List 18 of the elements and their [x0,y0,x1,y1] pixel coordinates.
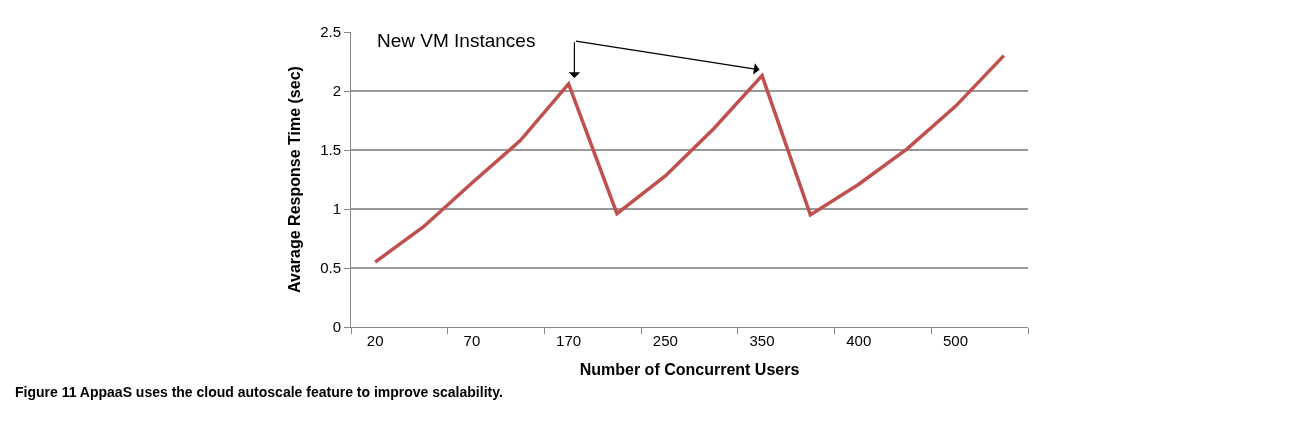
y-tick-label: 2.5 [320,23,341,41]
x-tick-label: 350 [749,332,775,349]
x-axis-title: Number of Concurrent Users [579,360,800,378]
x-tick-label: 250 [652,332,678,349]
y-axis-title: Avarage Response Time (sec) [286,66,304,293]
y-tick-label: 1 [332,200,341,218]
line-series [373,53,1006,264]
y-tick-label: 1.5 [320,141,341,159]
x-tick-label: 20 [366,332,384,349]
x-tick-label: 70 [463,332,481,349]
x-tick-label: 170 [556,332,582,349]
annotation: New VM Instances [377,30,536,51]
y-tick-label: 0 [332,318,341,336]
x-tick-label: 400 [846,332,872,349]
x-tick-label: 500 [942,332,968,349]
y-tick-label: 2 [332,82,341,100]
y-tick-label: 0.5 [320,259,341,277]
caption: Figure 11 AppaaS uses the cloud autoscale feature to improve scalability. [15,384,503,400]
